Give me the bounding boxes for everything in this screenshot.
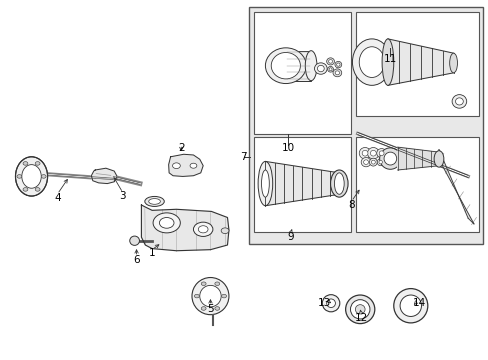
Circle shape: [201, 307, 205, 310]
Ellipse shape: [334, 71, 339, 75]
Circle shape: [172, 163, 180, 168]
Text: 6: 6: [133, 255, 140, 265]
Bar: [356, 137, 478, 232]
Text: 3: 3: [120, 191, 126, 201]
Ellipse shape: [330, 170, 347, 197]
Ellipse shape: [378, 151, 383, 156]
Ellipse shape: [265, 48, 305, 84]
Bar: [254, 137, 351, 232]
Circle shape: [153, 213, 180, 233]
Ellipse shape: [317, 65, 324, 72]
Polygon shape: [397, 147, 438, 170]
Ellipse shape: [383, 152, 396, 165]
Circle shape: [41, 175, 46, 178]
Ellipse shape: [334, 173, 344, 194]
Text: 2: 2: [178, 143, 184, 153]
Ellipse shape: [327, 66, 333, 72]
Ellipse shape: [359, 148, 370, 159]
Ellipse shape: [399, 295, 421, 316]
Polygon shape: [438, 150, 473, 224]
Ellipse shape: [371, 160, 374, 164]
Ellipse shape: [378, 160, 382, 164]
Ellipse shape: [328, 60, 332, 63]
Text: 1: 1: [148, 248, 155, 258]
Circle shape: [194, 294, 199, 298]
Ellipse shape: [355, 305, 365, 314]
Ellipse shape: [22, 165, 41, 188]
Ellipse shape: [258, 161, 272, 206]
Ellipse shape: [192, 278, 228, 315]
Circle shape: [193, 222, 212, 237]
Text: 13: 13: [318, 298, 331, 308]
Ellipse shape: [332, 69, 341, 77]
Bar: [356, 12, 478, 116]
Circle shape: [214, 282, 219, 285]
Ellipse shape: [359, 47, 384, 77]
Bar: [285, 51, 310, 81]
Ellipse shape: [144, 197, 164, 206]
Ellipse shape: [363, 160, 368, 165]
Polygon shape: [168, 154, 203, 176]
Ellipse shape: [361, 157, 370, 167]
Polygon shape: [91, 168, 117, 184]
Ellipse shape: [322, 295, 339, 312]
Ellipse shape: [350, 300, 369, 319]
Ellipse shape: [381, 39, 393, 85]
Ellipse shape: [261, 170, 269, 197]
Ellipse shape: [352, 39, 390, 85]
Circle shape: [201, 282, 205, 285]
Ellipse shape: [393, 289, 427, 323]
Ellipse shape: [370, 150, 375, 156]
Text: 10: 10: [281, 143, 294, 153]
Text: 12: 12: [354, 312, 367, 323]
Text: 9: 9: [287, 232, 293, 242]
Circle shape: [221, 228, 228, 234]
Ellipse shape: [367, 148, 378, 159]
Text: 8: 8: [347, 200, 354, 210]
Bar: [249, 7, 482, 244]
Polygon shape: [141, 205, 228, 251]
Ellipse shape: [362, 150, 367, 156]
Polygon shape: [265, 161, 339, 206]
Text: 7: 7: [240, 152, 246, 162]
Bar: [254, 12, 351, 134]
Polygon shape: [387, 39, 453, 85]
Ellipse shape: [200, 285, 221, 307]
Circle shape: [159, 217, 174, 228]
Ellipse shape: [433, 151, 443, 167]
Ellipse shape: [334, 62, 341, 68]
Circle shape: [35, 188, 40, 191]
Ellipse shape: [379, 148, 400, 169]
Circle shape: [214, 307, 219, 310]
Text: 4: 4: [54, 193, 61, 203]
Ellipse shape: [449, 53, 457, 73]
Ellipse shape: [345, 295, 374, 324]
Circle shape: [221, 294, 226, 298]
Ellipse shape: [376, 158, 383, 166]
Ellipse shape: [271, 53, 300, 79]
Circle shape: [190, 163, 197, 168]
Text: 14: 14: [412, 298, 426, 308]
Ellipse shape: [328, 68, 331, 71]
Circle shape: [198, 226, 207, 233]
Circle shape: [23, 188, 28, 191]
Ellipse shape: [16, 157, 47, 196]
Circle shape: [17, 175, 22, 178]
Ellipse shape: [336, 63, 339, 66]
Ellipse shape: [326, 58, 334, 65]
Ellipse shape: [326, 299, 335, 307]
Text: 5: 5: [207, 303, 213, 314]
Circle shape: [35, 162, 40, 165]
Ellipse shape: [314, 63, 326, 74]
Ellipse shape: [455, 98, 462, 105]
Ellipse shape: [369, 158, 376, 166]
Ellipse shape: [129, 236, 139, 246]
Circle shape: [23, 162, 28, 165]
Ellipse shape: [148, 199, 160, 204]
Ellipse shape: [451, 95, 466, 108]
Ellipse shape: [305, 51, 316, 81]
Text: 11: 11: [383, 54, 396, 64]
Ellipse shape: [376, 149, 386, 158]
